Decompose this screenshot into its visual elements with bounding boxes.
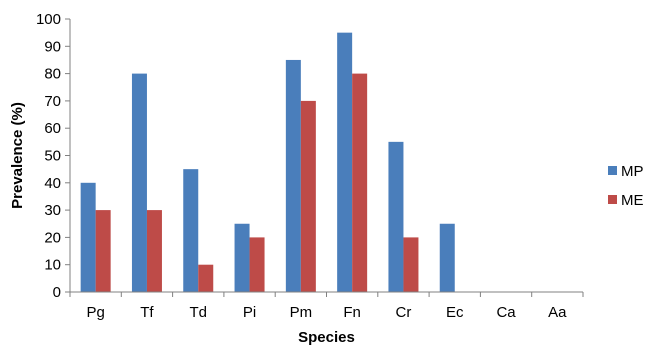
bar-mp-pi — [234, 223, 250, 292]
x-axis-title: Species — [298, 329, 355, 345]
y-tick-label: 30 — [44, 202, 61, 219]
bar-me-td — [198, 264, 214, 292]
x-tick-label: Aa — [548, 304, 567, 321]
bar-mp-pg — [80, 182, 96, 292]
y-tick-label: 70 — [44, 93, 61, 110]
x-tick-label: Fn — [343, 304, 361, 321]
y-tick-label: 50 — [44, 148, 61, 165]
x-tick-label: Ca — [496, 304, 516, 321]
bar-mp-td — [183, 169, 199, 292]
bar-me-pg — [95, 210, 111, 292]
x-tick-label: Pm — [290, 304, 313, 321]
y-tick-label: 60 — [44, 120, 61, 137]
y-tick-label: 80 — [44, 66, 61, 83]
bars — [80, 32, 455, 293]
bar-me-pm — [300, 100, 316, 293]
y-tick-label: 20 — [44, 229, 61, 246]
x-tick-label: Td — [189, 304, 207, 321]
y-tick-label: 40 — [44, 175, 61, 192]
x-axis-ticks: Pg Tf Td Pi Pm Fn Cr Ec Ca Aa — [69, 292, 584, 321]
legend-label-me: ME — [621, 192, 644, 209]
x-tick-label: Pi — [243, 304, 256, 321]
bar-mp-fn — [337, 32, 353, 293]
x-tick-label: Cr — [396, 304, 412, 321]
y-tick-label: 10 — [44, 257, 61, 274]
bar-mp-pm — [285, 59, 301, 293]
x-tick-label: Ec — [446, 304, 464, 321]
bar-me-tf — [146, 210, 162, 292]
y-axis-ticks: 0 10 20 30 40 50 60 70 80 90 100 — [36, 11, 70, 301]
legend-swatch-mp — [608, 166, 617, 175]
y-tick-label: 100 — [36, 11, 61, 28]
y-axis-title: Prevalence (%) — [9, 102, 26, 209]
x-tick-label: Tf — [140, 304, 154, 321]
bar-mp-ec — [439, 223, 455, 292]
bar-mp-cr — [388, 141, 404, 292]
x-tick-label: Pg — [86, 304, 104, 321]
bar-mp-tf — [131, 73, 147, 292]
legend: MP ME — [608, 163, 644, 209]
bar-me-fn — [352, 73, 368, 292]
bar-me-pi — [249, 237, 265, 292]
bar-me-cr — [403, 237, 419, 292]
legend-label-mp: MP — [621, 163, 644, 180]
y-tick-label: 90 — [44, 38, 61, 55]
legend-swatch-me — [608, 195, 617, 204]
y-tick-label: 0 — [53, 284, 61, 301]
